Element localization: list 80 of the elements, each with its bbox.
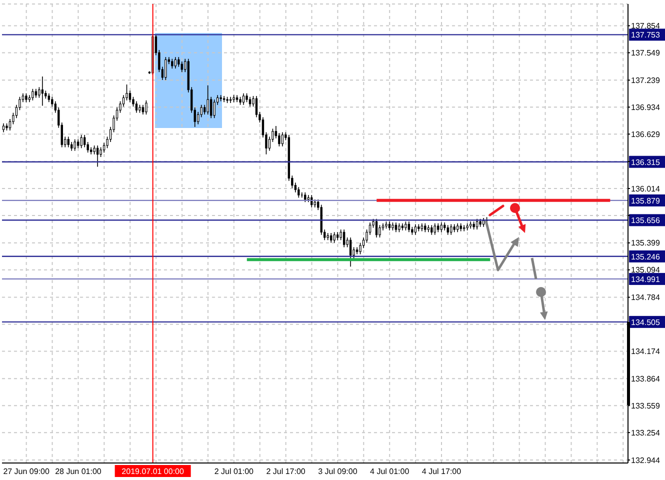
x-tick-label: 3 Jul 09:00 <box>318 467 358 476</box>
ref-line-label: 135.656 <box>631 216 660 226</box>
candlestick <box>80 134 82 149</box>
candlestick <box>8 118 12 131</box>
candlestick <box>197 111 200 125</box>
y-tick-label: 137.549 <box>631 48 660 58</box>
candlestick <box>142 104 144 115</box>
candlestick <box>180 61 183 72</box>
candlestick <box>476 218 478 230</box>
candlestick <box>408 221 410 233</box>
candlestick <box>333 232 336 244</box>
candlestick <box>171 58 174 69</box>
ref-line-label: 136.315 <box>631 158 660 167</box>
ref-line-label: 135.879 <box>631 196 660 206</box>
candlestick <box>96 145 99 168</box>
y-tick-label: 134.174 <box>631 347 660 356</box>
y-tick-label: 133.559 <box>631 401 660 410</box>
candlestick <box>206 84 209 115</box>
candlestick <box>74 138 76 152</box>
candlestick <box>229 96 232 104</box>
y-tick-label: 137.239 <box>631 76 660 85</box>
y-tick-label: 136.629 <box>631 130 660 139</box>
candlestick <box>83 134 86 148</box>
x-tick-label: 2019.07.01 00:00 <box>122 467 185 476</box>
candlestick <box>164 56 167 80</box>
candlestick <box>210 96 212 118</box>
candlestick <box>378 224 381 238</box>
candlestick <box>122 94 125 107</box>
y-tick-label: 132.944 <box>631 456 660 465</box>
candlestick <box>145 100 148 115</box>
candlestick <box>446 224 449 236</box>
y-tick-label: 137.854 <box>631 22 660 31</box>
candlestick <box>128 90 132 103</box>
ref-line-label: 135.246 <box>631 252 660 262</box>
y-tick-label: 136.934 <box>631 102 660 112</box>
candlestick <box>174 56 177 69</box>
y-tick-label: 135.094 <box>631 266 660 275</box>
candlestick <box>340 229 342 241</box>
candlestick <box>213 99 216 118</box>
x-tick-label: 4 Jul 01:00 <box>370 467 410 476</box>
x-tick-label: 27 Jun 09:00 <box>3 467 50 476</box>
candlestick <box>414 224 417 236</box>
candlestick <box>375 218 378 238</box>
x-tick-label: 4 Jul 17:00 <box>422 467 462 476</box>
candlestick <box>242 92 245 106</box>
y-tick-label: 133.254 <box>631 428 660 438</box>
candlestick <box>67 136 70 148</box>
candlestick <box>298 186 300 198</box>
x-tick-label: 28 Jun 01:00 <box>55 467 102 476</box>
ref-line-label: 134.505 <box>631 318 660 327</box>
x-tick-label: 2 Jul 01:00 <box>214 467 254 476</box>
candlestick <box>255 96 258 118</box>
candlestick <box>281 132 284 147</box>
y-tick-label: 136.014 <box>631 184 660 194</box>
ref-line-label: 134.991 <box>631 274 660 284</box>
candlestick <box>434 222 436 236</box>
y-tick-label: 133.864 <box>631 374 660 384</box>
candlestick <box>342 229 346 248</box>
candlestick <box>41 76 44 106</box>
candlestick <box>430 224 433 236</box>
y-tick-label: 135.399 <box>631 238 660 248</box>
candlestick <box>394 222 398 233</box>
x-tick-label: 2 Jul 17:00 <box>266 467 306 476</box>
candlestick <box>135 100 138 114</box>
candlestick <box>100 146 102 158</box>
candlestick <box>304 192 306 203</box>
candlestick <box>349 237 352 268</box>
candlestick <box>450 224 452 236</box>
candlestick <box>294 182 297 193</box>
candlestick <box>440 222 442 233</box>
candlestick <box>462 224 466 232</box>
candlestick <box>300 192 304 198</box>
y-tick-label: 134.784 <box>631 293 660 302</box>
ref-line-label: 137.753 <box>631 30 660 40</box>
candlestick <box>102 142 106 153</box>
candlestick <box>330 232 332 244</box>
candlestick <box>248 96 252 107</box>
candlestick <box>222 96 226 103</box>
candlestick <box>32 88 34 101</box>
candlestick <box>310 194 313 208</box>
